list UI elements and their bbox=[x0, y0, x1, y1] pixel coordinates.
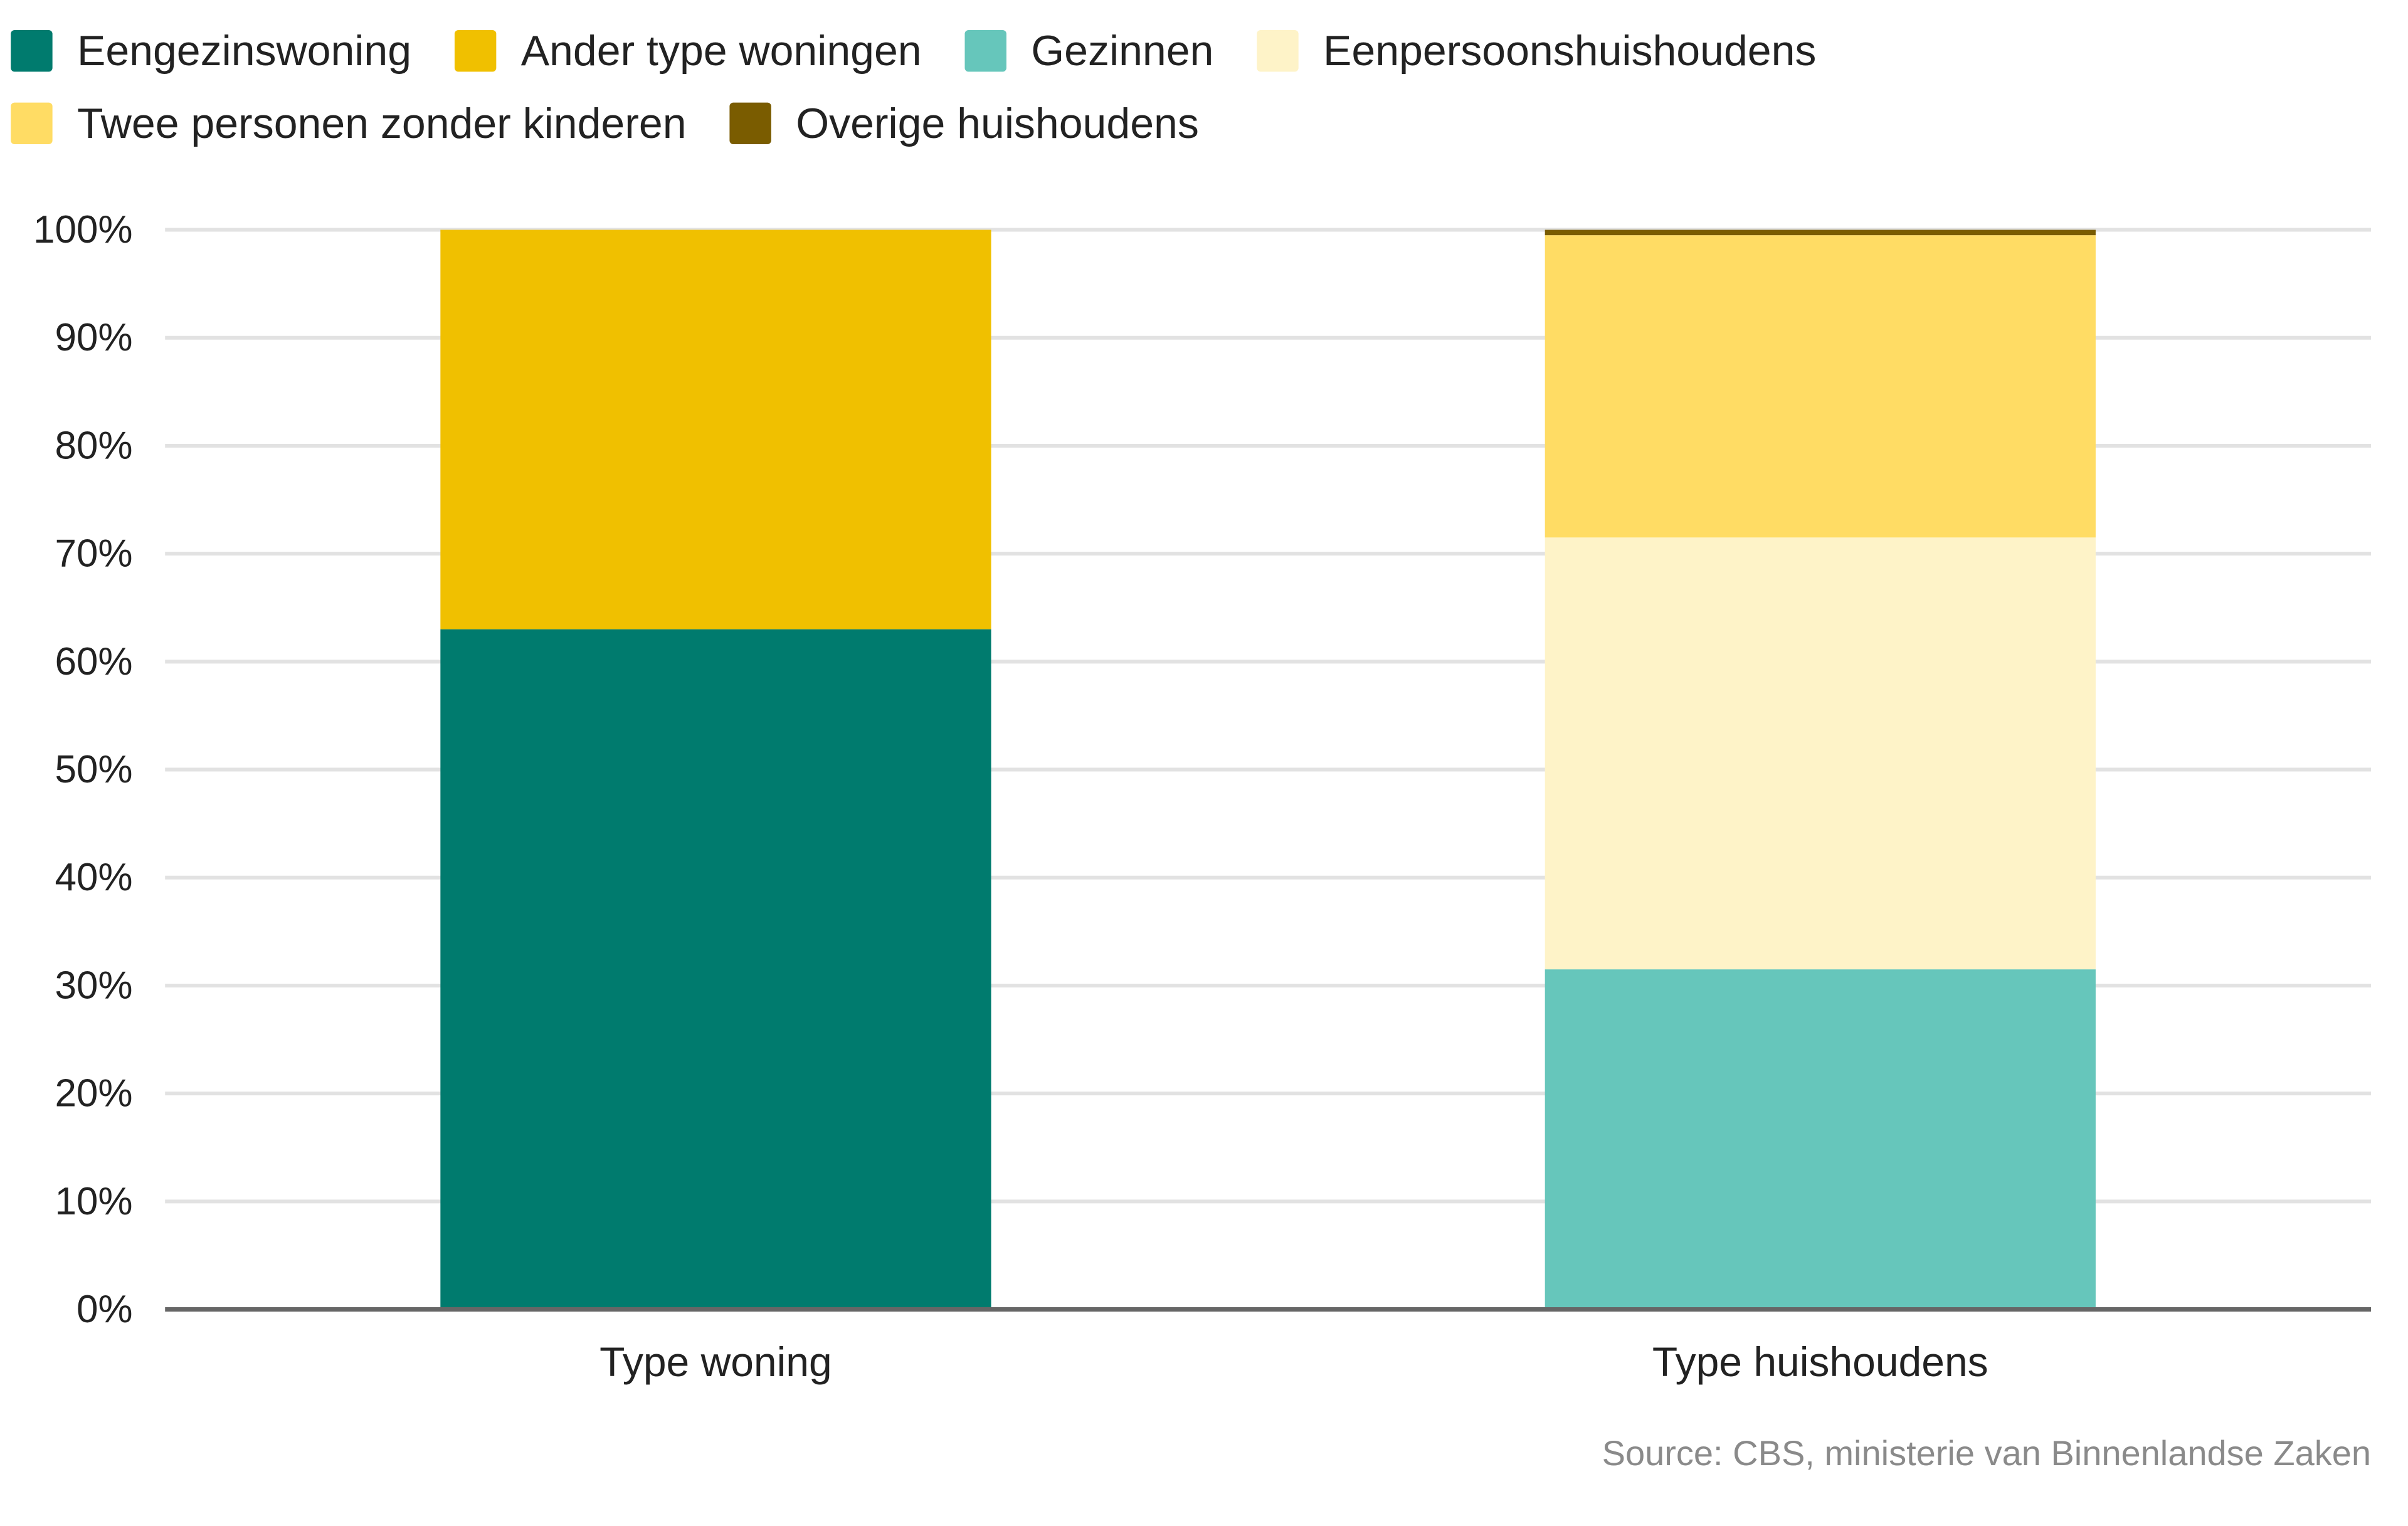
legend-label-twee-personen-zonder-kinderen: Twee personen zonder kinderen bbox=[77, 100, 687, 147]
legend-swatch-eengezinswoning bbox=[11, 29, 53, 72]
x-label-type-huishoudens: Type huishoudens bbox=[1652, 1339, 1988, 1385]
legend-label-eenpersoonshuishoudens: Eenpersoonshuishoudens bbox=[1323, 27, 1816, 75]
legend-swatch-twee-personen-zonder-kinderen bbox=[11, 102, 53, 145]
y-axis-ticks: 0% 10% 20% 30% 40% 50% 60% 70% 80% 90% 100% bbox=[33, 208, 133, 1331]
y-tick-30pct: 30% bbox=[55, 964, 132, 1007]
legend: Eengezinswoning Ander type woningen Gezinn… bbox=[11, 27, 1816, 147]
legend-swatch-eenpersoonshuishoudens bbox=[1257, 29, 1299, 72]
y-tick-70pct: 70% bbox=[55, 532, 132, 576]
legend-swatch-gezinnen bbox=[964, 29, 1006, 72]
bar-type-huishoudens-eenpersoonshuishoudens bbox=[1545, 537, 2096, 970]
legend-label-eengezinswoning: Eengezinswoning bbox=[77, 27, 411, 75]
bar-type-woning-eengezinswoning bbox=[440, 629, 991, 1310]
y-tick-60pct: 60% bbox=[55, 640, 132, 683]
y-tick-10pct: 10% bbox=[55, 1180, 132, 1223]
x-axis-labels: Type woning Type huishoudens bbox=[599, 1339, 1988, 1385]
legend-label-gezinnen: Gezinnen bbox=[1031, 27, 1213, 75]
x-label-type-woning: Type woning bbox=[599, 1339, 832, 1385]
legend-label-ander-type-woningen: Ander type woningen bbox=[521, 27, 922, 75]
bar-type-woning-ander-type-woningen bbox=[440, 229, 991, 629]
y-tick-0pct: 0% bbox=[77, 1288, 133, 1331]
bar-type-huishoudens-overige-huishoudens bbox=[1545, 229, 2096, 236]
bar-type-huishoudens-gezinnen bbox=[1545, 969, 2096, 1310]
bars bbox=[440, 229, 2096, 1310]
y-tick-80pct: 80% bbox=[55, 424, 132, 467]
bar-type-huishoudens-twee-personen-zonder-kinderen bbox=[1545, 235, 2096, 538]
y-tick-50pct: 50% bbox=[55, 748, 132, 791]
y-tick-100pct: 100% bbox=[33, 208, 133, 251]
y-tick-90pct: 90% bbox=[55, 316, 132, 359]
legend-swatch-ander-type-woningen bbox=[454, 29, 497, 72]
source-note: Source: CBS, ministerie van Binnenlandse… bbox=[1602, 1433, 2371, 1473]
legend-swatch-overige-huishoudens bbox=[729, 102, 771, 145]
legend-label-overige-huishoudens: Overige huishoudens bbox=[796, 100, 1199, 147]
y-tick-20pct: 20% bbox=[55, 1072, 132, 1115]
y-tick-40pct: 40% bbox=[55, 856, 132, 899]
